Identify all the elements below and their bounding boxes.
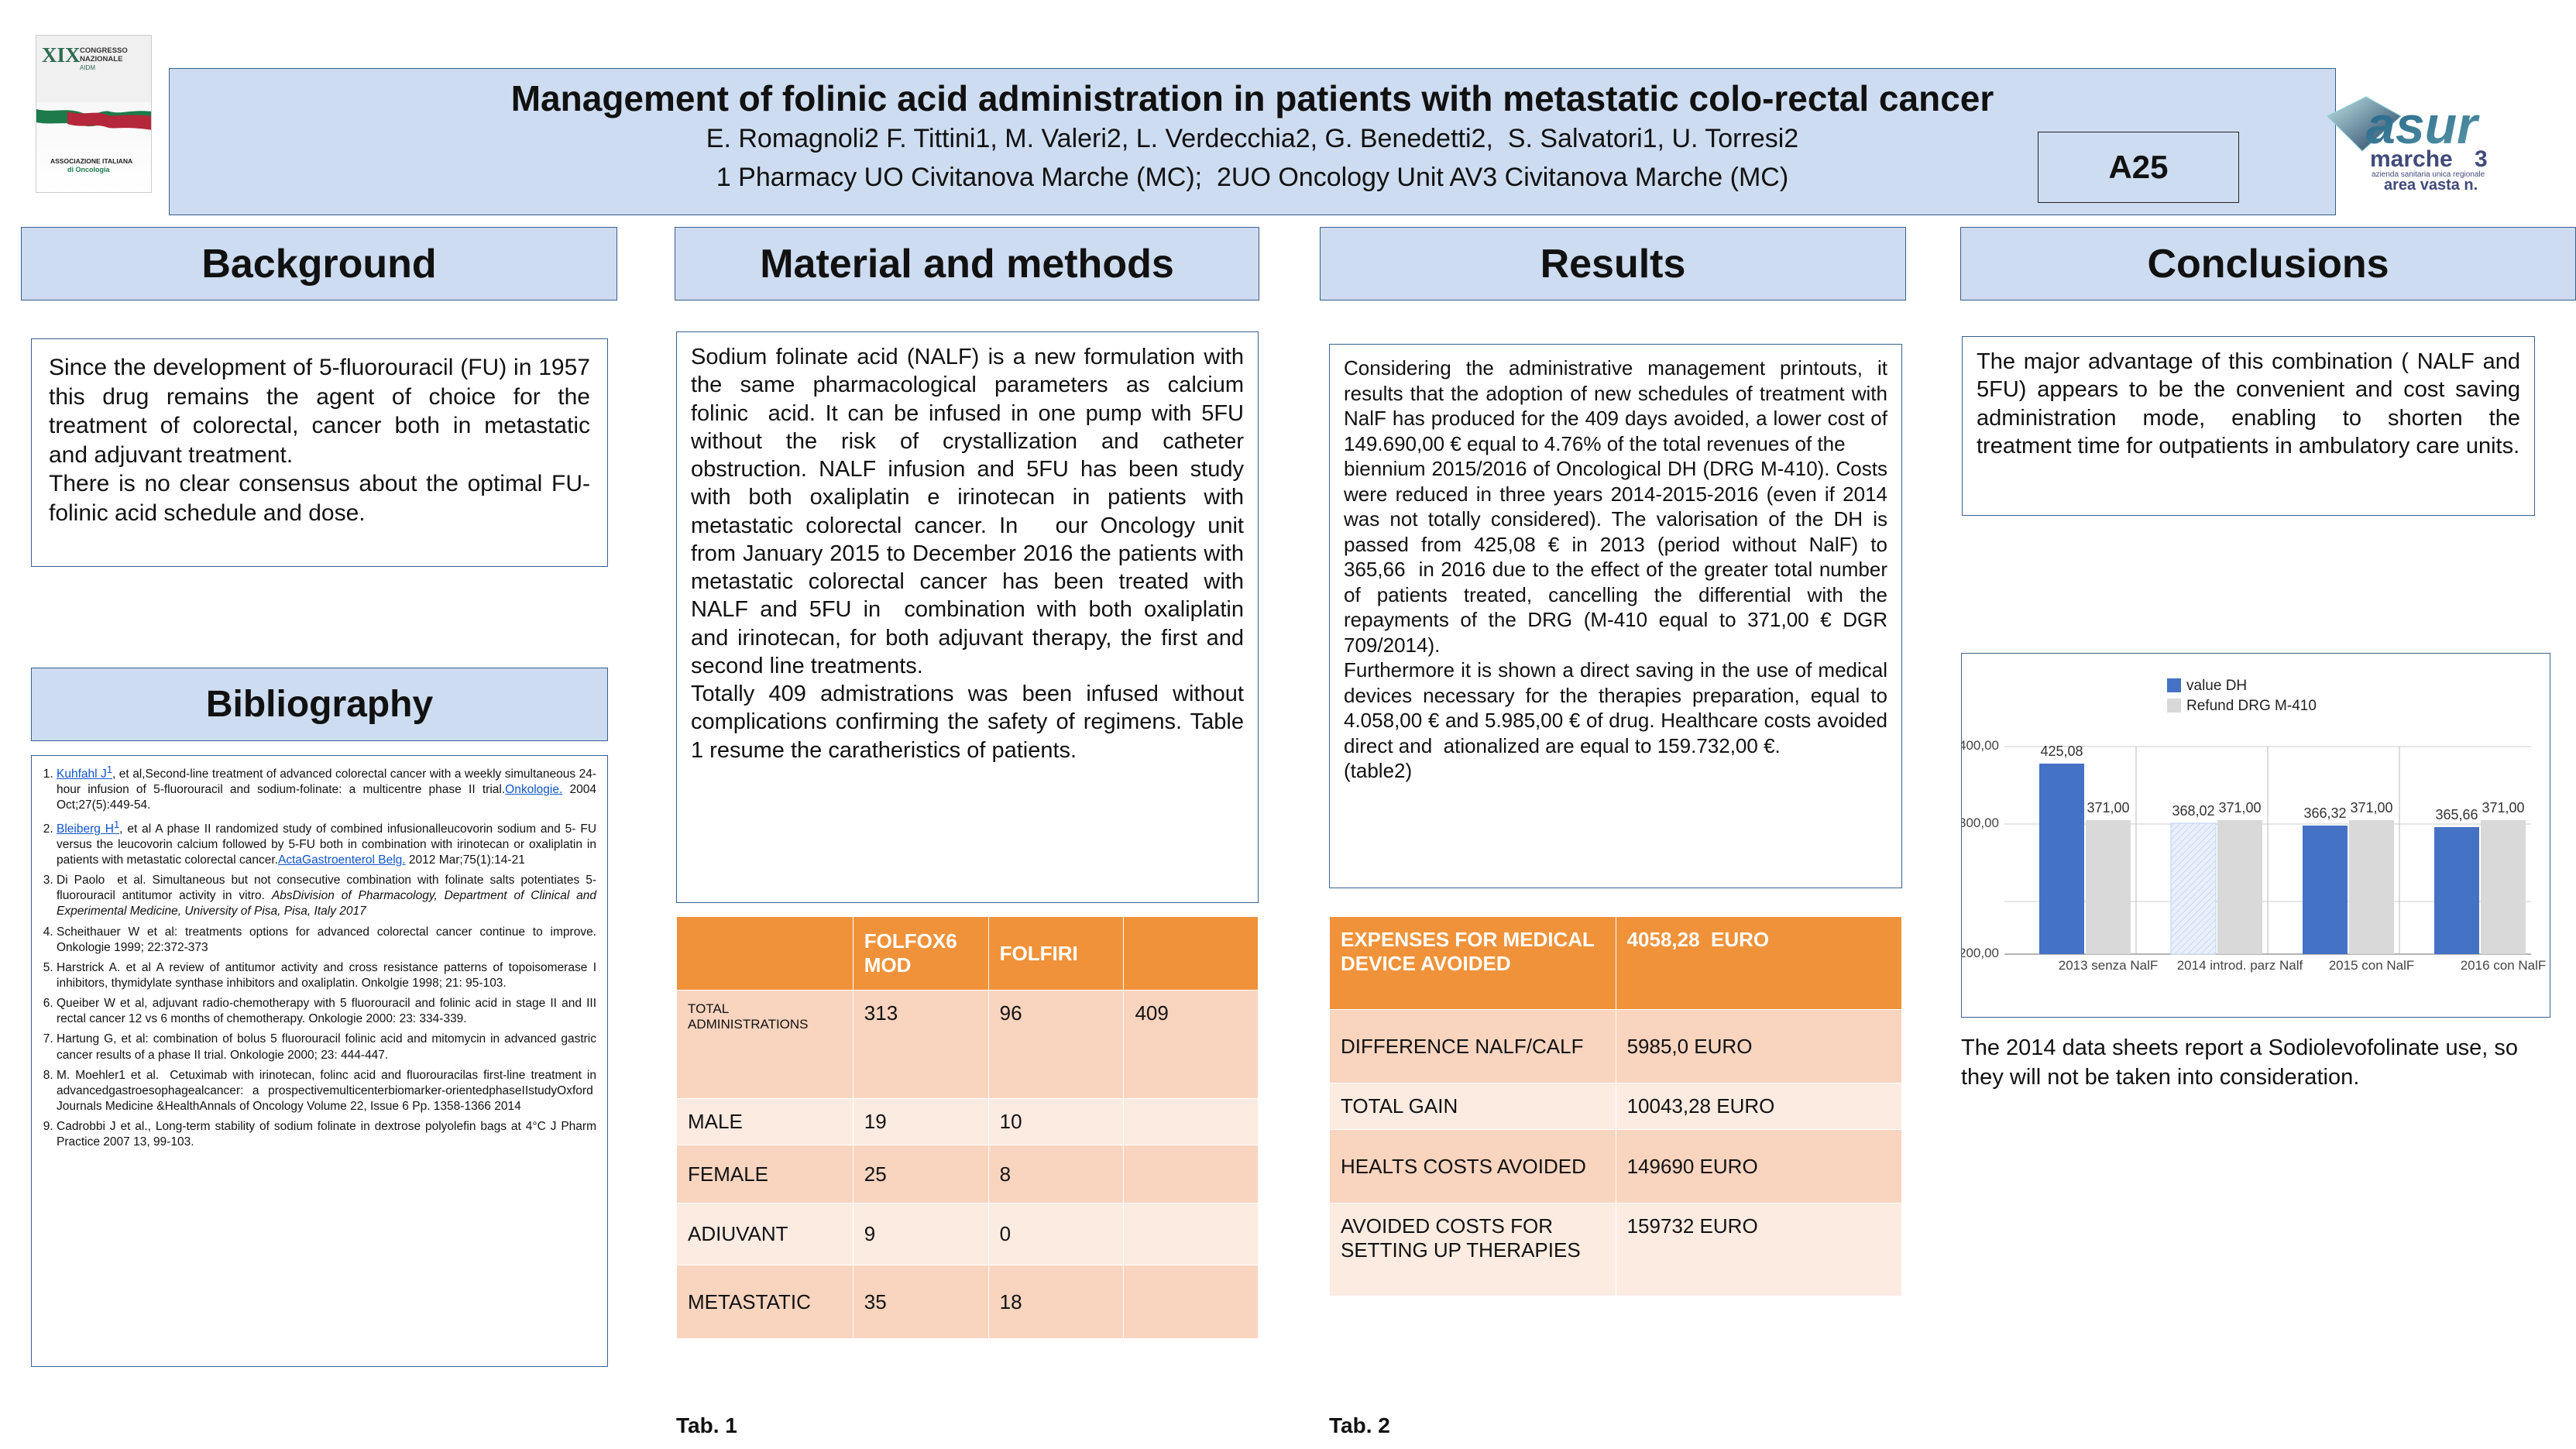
svg-text:365,66: 365,66 <box>2435 807 2478 822</box>
svg-text:2015 con NalF: 2015 con NalF <box>2329 958 2415 973</box>
svg-text:value DH: value DH <box>2186 678 2247 694</box>
svg-text:366,32: 366,32 <box>2303 805 2346 821</box>
svg-text:AIDM: AIDM <box>80 64 95 71</box>
svg-text:XIX: XIX <box>42 43 81 67</box>
svg-text:di Oncologia: di Oncologia <box>67 166 110 173</box>
svg-text:2016 con NalF: 2016 con NalF <box>2461 958 2547 973</box>
svg-text:200,00: 200,00 <box>1962 946 1999 960</box>
svg-text:368,02: 368,02 <box>2172 803 2214 819</box>
svg-text:Refund DRG M-410: Refund DRG M-410 <box>2186 698 2317 714</box>
svg-text:425,08: 425,08 <box>2040 743 2083 759</box>
svg-text:ASSOCIAZIONE ITALIANA: ASSOCIAZIONE ITALIANA <box>50 157 132 165</box>
svg-text:400,00: 400,00 <box>1962 738 1999 753</box>
svg-text:371,00: 371,00 <box>2482 800 2524 815</box>
svg-text:3: 3 <box>2475 146 2488 172</box>
svg-text:300,00: 300,00 <box>1962 815 1999 830</box>
svg-text:NAZIONALE: NAZIONALE <box>80 55 122 64</box>
svg-text:371,00: 371,00 <box>2087 800 2129 815</box>
svg-text:2014 introd. parz Nalf: 2014 introd. parz Nalf <box>2177 958 2303 973</box>
svg-text:area vasta n.: area vasta n. <box>2384 177 2478 194</box>
svg-text:371,00: 371,00 <box>2218 800 2261 815</box>
svg-text:371,00: 371,00 <box>2350 800 2392 815</box>
svg-text:marche: marche <box>2370 146 2453 172</box>
svg-text:2013 senza NalF: 2013 senza NalF <box>2059 958 2159 973</box>
svg-text:CONGRESSO: CONGRESSO <box>80 46 128 55</box>
